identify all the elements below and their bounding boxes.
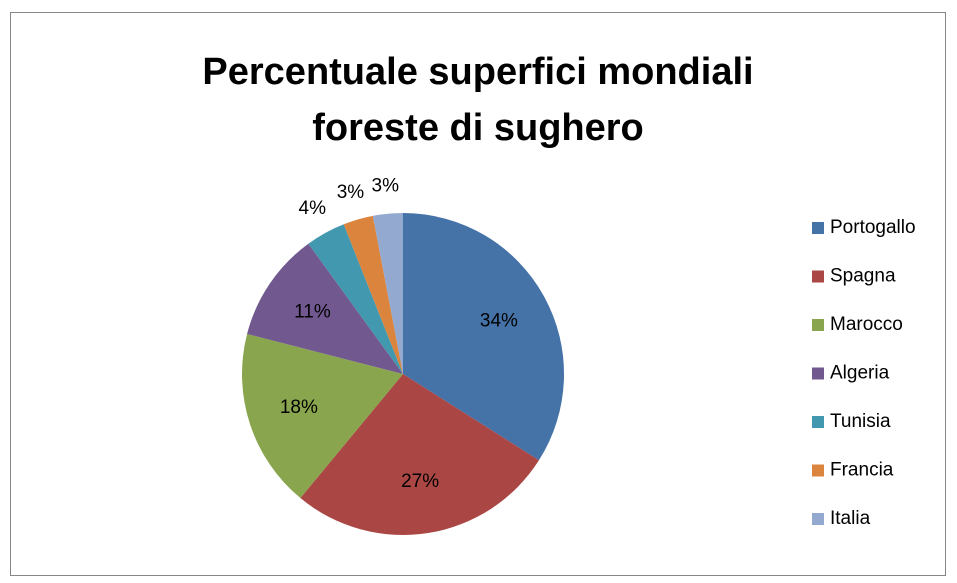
legend-label: Italia [830, 508, 871, 529]
pie-slice [300, 374, 539, 535]
legend-label: Algeria [830, 363, 890, 384]
legend-swatch [812, 513, 824, 525]
legend-label: Spagna [830, 266, 896, 287]
pie-slice [308, 224, 403, 374]
pie-slice [372, 213, 403, 374]
pie-slice [403, 213, 564, 461]
legend-swatch [812, 416, 824, 428]
legend-label: Marocco [830, 314, 903, 335]
chart-title: Percentuale superfici mondiali foreste d… [202, 51, 754, 149]
legend-label: Portogallo [830, 217, 916, 238]
data-label: 18% [280, 397, 318, 418]
data-label: 3% [337, 182, 365, 203]
pie-slice [247, 243, 403, 374]
data-label: 34% [480, 310, 518, 331]
data-label: 11% [294, 301, 331, 322]
legend-swatch [812, 319, 824, 331]
legend-swatch [812, 464, 824, 477]
chart-frame [10, 12, 946, 576]
pie-slice [343, 215, 403, 374]
data-label: 4% [299, 198, 327, 219]
data-label: 3% [372, 175, 400, 196]
legend-label: Francia [830, 460, 894, 481]
legend-label: Tunisia [830, 411, 891, 432]
legend-swatch [812, 270, 824, 283]
legend-swatch [812, 367, 824, 380]
data-label: 27% [401, 471, 439, 492]
legend-swatch [812, 222, 824, 234]
pie-slice [242, 333, 403, 499]
